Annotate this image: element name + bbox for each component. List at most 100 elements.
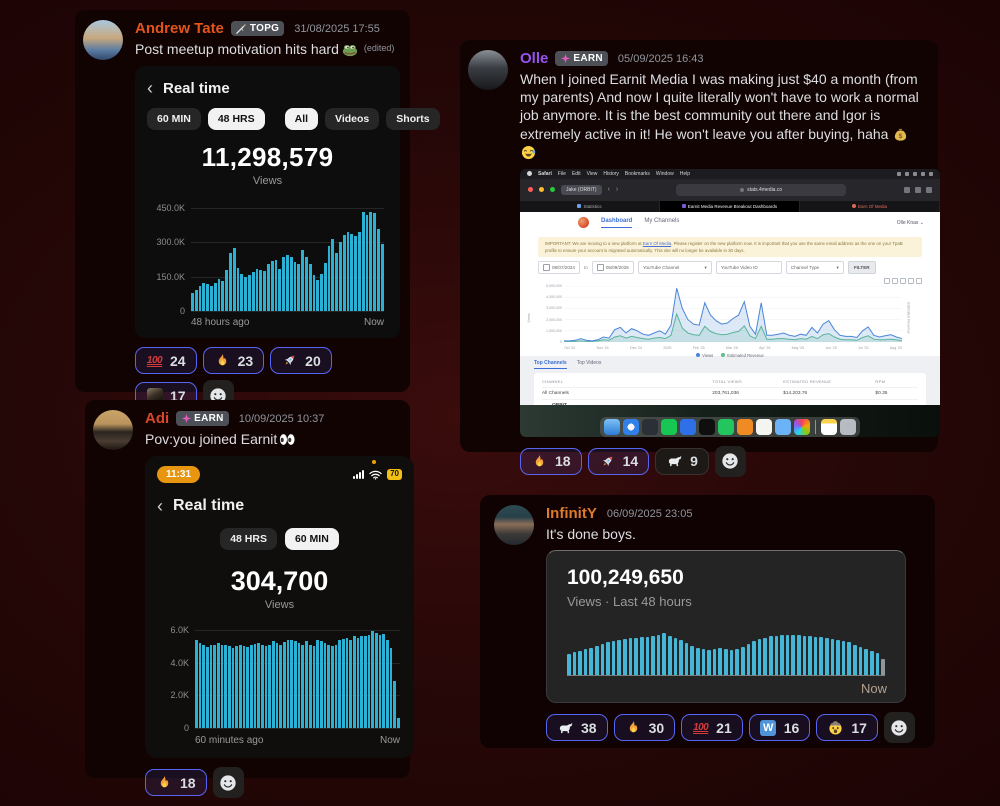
safari-dock-icon[interactable] [623, 419, 639, 435]
finder-dock-icon[interactable] [604, 419, 620, 435]
browser-tab-3[interactable]: Earn Of Media [800, 201, 940, 212]
avatar-infinity[interactable] [494, 505, 534, 545]
back-arrow-icon[interactable]: ‹ [608, 186, 610, 193]
realtime-60min-screenshot[interactable]: 11:31 70 ‹ Real time 48 HRS [145, 456, 414, 758]
site-logo [578, 217, 589, 228]
views-100m-screenshot[interactable]: 100,249,650 Views · Last 48 hours Now [546, 550, 906, 703]
x-axis-end: Now [861, 681, 887, 696]
goat-icon [666, 453, 683, 470]
chip-48hrs[interactable]: 48 HRS [220, 528, 277, 550]
avatar-andrew-tate[interactable] [83, 20, 123, 60]
pages-dock-icon[interactable] [737, 419, 753, 435]
tab-top-channels[interactable]: Top Channels [534, 360, 567, 369]
tab-top-videos[interactable]: Top Videos [577, 360, 602, 369]
views-bar-chart-48h [567, 623, 885, 676]
chip-48hrs[interactable]: 48 HRS [208, 108, 265, 130]
notes-dock-icon[interactable] [821, 419, 837, 435]
table-row[interactable]: All Channels 203,761,036 $14,203.76 $0.3… [542, 388, 918, 400]
views-count: 11,298,579 [147, 142, 388, 173]
timestamp: 31/08/2025 17:55 [294, 23, 380, 35]
trash-dock-icon[interactable] [840, 419, 856, 435]
tabs-icon[interactable] [926, 187, 932, 193]
discord-dock-icon[interactable] [642, 419, 658, 435]
username-infinity[interactable]: InfinitY [546, 505, 597, 522]
reaction-fire[interactable]: 18 [520, 448, 582, 475]
close-window-icon[interactable] [528, 187, 533, 192]
reaction-count: 24 [170, 353, 186, 369]
browser-tab-2[interactable]: Earnit Media Revenue Breakout Dashboards [660, 201, 800, 212]
reaction-mindblown[interactable]: 17 [816, 714, 878, 741]
reaction-fire[interactable]: 23 [203, 347, 265, 374]
capcut-dock-icon[interactable] [699, 419, 715, 435]
folder-dock-icon[interactable] [775, 419, 791, 435]
chip-60min[interactable]: 60 MIN [285, 528, 339, 550]
whatsapp-dock-icon[interactable] [718, 419, 734, 435]
views-label: Views [157, 599, 402, 611]
share-icon[interactable] [904, 187, 910, 193]
pepe-emoji-icon [342, 41, 359, 58]
views-bar-chart-48h: 450.0K 300.0K 150.0K 0 [191, 201, 384, 311]
spotify-dock-icon[interactable] [661, 419, 677, 435]
nav-dashboard[interactable]: Dashboard [601, 218, 632, 228]
role-badge-topg: TOPG [231, 21, 284, 36]
avatar-olle[interactable] [468, 50, 508, 90]
minimize-window-icon[interactable] [539, 187, 544, 192]
username-adi[interactable]: Adi [145, 410, 169, 427]
chip-videos[interactable]: Videos [325, 108, 379, 130]
reaction-rocket[interactable]: 20 [270, 347, 332, 374]
reaction-fire[interactable]: 18 [145, 769, 207, 796]
date-from-input[interactable]: 08/07/2024 [538, 261, 580, 274]
reaction-fire[interactable]: 30 [614, 714, 676, 741]
reaction-goat[interactable]: 9 [655, 448, 709, 475]
chip-shorts[interactable]: Shorts [386, 108, 439, 130]
back-chevron-icon[interactable]: ‹ [147, 79, 153, 97]
profile-pill[interactable]: Jake (ORBIT) [561, 185, 602, 195]
reminders-dock-icon[interactable] [680, 419, 696, 435]
add-reaction-button[interactable] [715, 446, 746, 477]
edited-label: (edited) [364, 43, 395, 55]
macos-desktop [520, 405, 940, 437]
hundred-icon: 100 [692, 719, 709, 736]
views-count: 100,249,650 [567, 566, 885, 590]
channel-select[interactable]: YouTube Channel▾ [638, 261, 712, 274]
realtime-48h-screenshot[interactable]: ‹ Real time 60 MIN 48 HRS All Videos Sho… [135, 66, 400, 338]
reaction-rocket[interactable]: 14 [588, 448, 650, 475]
account-menu[interactable]: Olle Knas ⌄ [897, 220, 924, 226]
add-tab-icon[interactable] [915, 187, 921, 193]
photos-dock-icon[interactable] [794, 419, 810, 435]
back-chevron-icon[interactable]: ‹ [157, 497, 163, 515]
username-olle[interactable]: Olle [520, 50, 548, 67]
golf-dock-icon[interactable] [756, 419, 772, 435]
timestamp: 06/09/2025 23:05 [607, 508, 693, 520]
add-reaction-button[interactable] [213, 767, 244, 798]
video-id-input[interactable]: YouTube Video ID [716, 261, 782, 274]
mindblown-icon [827, 719, 844, 736]
clock-pill: 11:31 [157, 466, 200, 483]
username-andrew-tate[interactable]: Andrew Tate [135, 20, 224, 37]
forward-arrow-icon[interactable]: › [616, 186, 618, 193]
chip-60min[interactable]: 60 MIN [147, 108, 201, 130]
message-text: It's done boys. [546, 525, 636, 543]
reactions-row: 18 [145, 767, 398, 798]
browser-tab-1[interactable]: Statistics [520, 201, 660, 212]
rocket-icon [599, 453, 616, 470]
url-bar[interactable]: stats.4media.co [676, 184, 846, 196]
recording-indicator-dot [372, 460, 376, 464]
avatar-adi[interactable] [93, 410, 133, 450]
apple-logo-icon [527, 171, 532, 176]
reaction-goat[interactable]: 38 [546, 714, 608, 741]
chip-all[interactable]: All [285, 108, 318, 130]
channel-type-select[interactable]: Channel Type▾ [786, 261, 844, 274]
banner-link[interactable]: Earn Of Media [643, 241, 671, 246]
maximize-window-icon[interactable] [550, 187, 555, 192]
add-reaction-button[interactable] [884, 712, 915, 743]
date-to-input[interactable]: 05/09/2025 [592, 261, 634, 274]
filter-button[interactable]: FILTER [848, 261, 876, 274]
nav-my-channels[interactable]: My Channels [644, 218, 679, 227]
